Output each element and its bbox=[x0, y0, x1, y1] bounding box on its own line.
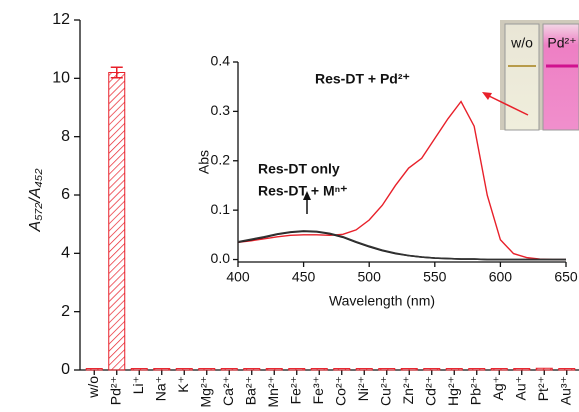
annotations bbox=[303, 92, 529, 214]
bar bbox=[175, 368, 193, 371]
x-tick-label: Cu²⁺ bbox=[377, 376, 393, 406]
bar bbox=[85, 368, 103, 371]
series-label: Res-DT only bbox=[258, 161, 340, 177]
main-chart: 0 2 4 6 8 10 12 A₅₇₂/A₄₅₂ w/o Pd²⁺ Li⁺ Na⁺ K⁺ Mg²⁺ Ca²… bbox=[27, 11, 579, 408]
arrow bbox=[486, 94, 529, 116]
bar bbox=[558, 368, 576, 371]
bar bbox=[378, 368, 396, 371]
bar bbox=[220, 368, 238, 371]
error-bar bbox=[110, 66, 123, 79]
bar bbox=[130, 368, 148, 371]
series-label: Res-DT + Mⁿ⁺ bbox=[258, 183, 348, 199]
arrow-head bbox=[482, 92, 492, 100]
y-tick-label: 8 bbox=[61, 128, 70, 145]
bar bbox=[265, 368, 283, 371]
x-tick-label: Co²⁺ bbox=[332, 376, 348, 406]
bar bbox=[153, 368, 171, 371]
x-axis-label: Wavelength (nm) bbox=[329, 293, 435, 309]
x-tick-label: w/o bbox=[85, 376, 101, 399]
x-tick-label: Cd²⁺ bbox=[422, 376, 438, 406]
line-series bbox=[237, 230, 566, 261]
x-tick-label: Mg²⁺ bbox=[197, 376, 213, 408]
y-tick-label: 0.4 bbox=[211, 53, 231, 69]
y-tick-label: 2 bbox=[61, 303, 70, 320]
x-tick-label: Pb²⁺ bbox=[467, 376, 483, 405]
y-tick-label: 0.2 bbox=[211, 151, 231, 167]
series-label: Res-DT + Pd²⁺ bbox=[315, 71, 410, 87]
bar bbox=[198, 368, 216, 371]
y-tick-label: 0 bbox=[61, 361, 70, 378]
bar bbox=[535, 367, 553, 371]
x-tick-label: Pt²⁺ bbox=[535, 376, 551, 401]
x-tick-label: Ni²⁺ bbox=[355, 376, 371, 401]
y-axis-label: Abs bbox=[196, 150, 212, 174]
x-tick-label: Na⁺ bbox=[152, 376, 168, 401]
bar bbox=[108, 72, 126, 371]
y-tick-label: 0.3 bbox=[211, 102, 231, 118]
y-tick-label: 10 bbox=[52, 70, 70, 87]
x-tick-label: Fe³⁺ bbox=[310, 376, 326, 404]
photo-label: Pd²⁺ bbox=[547, 35, 576, 51]
bar bbox=[513, 368, 531, 371]
y-axis-label: A₅₇₂/A₄₅₂ bbox=[27, 169, 44, 233]
x-tick-label: 450 bbox=[292, 269, 316, 285]
x-tick-label: 650 bbox=[554, 269, 578, 285]
x-tick-label: Ag⁺ bbox=[490, 376, 506, 401]
bar bbox=[243, 368, 261, 371]
bar bbox=[355, 368, 373, 371]
x-tick-label: 550 bbox=[423, 269, 447, 285]
y-tick-label: 0.1 bbox=[211, 201, 231, 217]
x-tick-label: 500 bbox=[358, 269, 382, 285]
bar bbox=[423, 368, 441, 371]
x-tick-label: Ca²⁺ bbox=[220, 376, 236, 406]
x-tick-label: Mn²⁺ bbox=[265, 376, 281, 408]
y-tick-label: 4 bbox=[61, 245, 70, 262]
bar bbox=[333, 368, 351, 371]
x-tick-label: 600 bbox=[489, 269, 513, 285]
y-tick-label: 12 bbox=[52, 11, 70, 28]
bar bbox=[288, 368, 306, 371]
cuvette-pink bbox=[542, 23, 579, 131]
bar bbox=[445, 368, 463, 371]
bar bbox=[468, 368, 486, 371]
x-tick-label: Li⁺ bbox=[130, 376, 146, 394]
x-tick-label: Zn²⁺ bbox=[400, 376, 416, 404]
x-tick-label: 400 bbox=[226, 269, 250, 285]
x-tick-label: Fe²⁺ bbox=[287, 376, 303, 404]
x-tick-label: K⁺ bbox=[175, 376, 191, 393]
bar bbox=[310, 368, 328, 371]
x-tick-label: Hg²⁺ bbox=[445, 376, 461, 406]
bar bbox=[400, 368, 418, 371]
x-tick-label: Ba²⁺ bbox=[242, 376, 258, 405]
arrow-head bbox=[303, 191, 311, 200]
x-tick-label: Pd²⁺ bbox=[107, 376, 123, 405]
photo-label: w/o bbox=[510, 35, 533, 51]
y-tick-label: 0.0 bbox=[211, 250, 231, 266]
x-tick-label: Au³⁺ bbox=[557, 376, 573, 405]
line-series bbox=[237, 100, 566, 261]
bar bbox=[490, 368, 508, 371]
x-tick-label: Au⁺ bbox=[512, 376, 528, 401]
y-tick-label: 6 bbox=[61, 186, 70, 203]
inset-photo: w/o Pd²⁺ bbox=[500, 20, 579, 131]
